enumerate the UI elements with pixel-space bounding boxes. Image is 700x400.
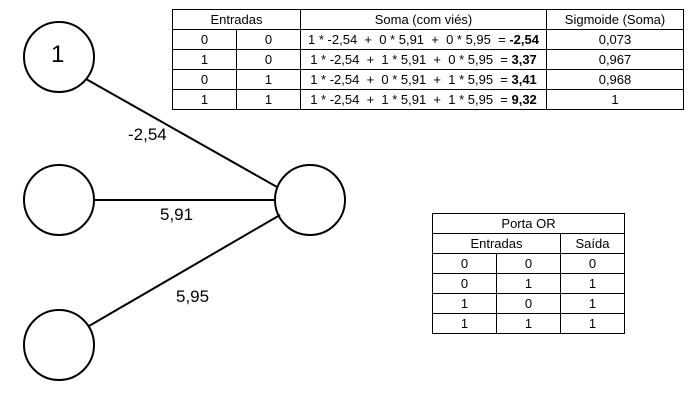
sum-result: 9,32: [511, 92, 537, 107]
bias-neuron: [23, 21, 95, 93]
or-title-row: Porta OR: [432, 213, 625, 234]
table-row: 0 0 1 * -2,54 + 0 * 5,91 + 0 * 5,95 = -2…: [172, 29, 684, 50]
sigmoid-value: 0,073: [546, 29, 684, 50]
bias-value-label: 1: [51, 41, 65, 68]
input-x1: 1: [172, 49, 237, 70]
or-output: 0: [560, 253, 625, 274]
or-table-row: 1 1 1: [432, 313, 625, 334]
or-output: 1: [560, 273, 625, 294]
input-x1: 0: [172, 29, 237, 50]
edge-input2-output: [88, 214, 281, 327]
sum-expression: 1 * -2,54 + 0 * 5,91 + 0 * 5,95 =: [308, 32, 510, 47]
sum-cell: 1 * -2,54 + 0 * 5,91 + 0 * 5,95 = -2,54: [300, 29, 547, 50]
or-input-a: 1: [432, 313, 497, 334]
input-x2: 0: [236, 49, 301, 70]
input-x2: 1: [236, 89, 301, 110]
weight-label-bias: -2,54: [128, 125, 167, 144]
sum-cell: 1 * -2,54 + 1 * 5,91 + 0 * 5,95 = 3,37: [300, 49, 547, 70]
or-output: 1: [560, 293, 625, 314]
sigmoid-value: 1: [546, 89, 684, 110]
sum-expression: 1 * -2,54 + 1 * 5,91 + 0 * 5,95 =: [310, 52, 512, 67]
input-x2: 1: [236, 69, 301, 90]
or-header-row: Entradas Saída: [432, 233, 625, 254]
weight-label-input2: 5,95: [176, 287, 210, 306]
weight-label-input1: 5,91: [160, 205, 194, 224]
header-entradas: Entradas: [172, 9, 301, 30]
sigmoid-value: 0,967: [546, 49, 684, 70]
sum-expression: 1 * -2,54 + 1 * 5,91 + 1 * 5,95 =: [310, 92, 512, 107]
edge-bias-output: [85, 78, 278, 188]
or-output: 1: [560, 313, 625, 334]
output-neuron: [274, 164, 346, 236]
or-table-row: 0 0 0: [432, 253, 625, 274]
sigmoid-value: 0,968: [546, 69, 684, 90]
or-input-a: 1: [432, 293, 497, 314]
sum-result: 3,41: [511, 72, 537, 87]
sum-cell: 1 * -2,54 + 1 * 5,91 + 1 * 5,95 = 9,32: [300, 89, 547, 110]
or-input-b: 1: [496, 273, 561, 294]
table-row: 1 0 1 * -2,54 + 1 * 5,91 + 0 * 5,95 = 3,…: [172, 49, 684, 70]
sum-result: -2,54: [509, 32, 539, 47]
table-row: 0 1 1 * -2,54 + 0 * 5,91 + 1 * 5,95 = 3,…: [172, 69, 684, 90]
input-x2: 0: [236, 29, 301, 50]
header-soma: Soma (com viés): [300, 9, 547, 30]
or-header-saida: Saída: [560, 233, 625, 254]
or-input-b: 0: [496, 293, 561, 314]
input-x1: 1: [172, 89, 237, 110]
or-gate-table: Porta OR Entradas Saída 0 0 0 0 1 1 1 0 …: [432, 213, 625, 334]
or-input-b: 0: [496, 253, 561, 274]
or-input-a: 0: [432, 253, 497, 274]
or-input-b: 1: [496, 313, 561, 334]
sum-sigmoid-table: Entradas Soma (com viés) Sigmoide (Soma)…: [172, 9, 684, 110]
sum-cell: 1 * -2,54 + 0 * 5,91 + 1 * 5,95 = 3,41: [300, 69, 547, 90]
or-header-entradas: Entradas: [432, 233, 561, 254]
or-input-a: 0: [432, 273, 497, 294]
sum-result: 3,37: [511, 52, 537, 67]
table-header-row: Entradas Soma (com viés) Sigmoide (Soma): [172, 9, 684, 30]
input-x1: 0: [172, 69, 237, 90]
table-row: 1 1 1 * -2,54 + 1 * 5,91 + 1 * 5,95 = 9,…: [172, 89, 684, 110]
header-sigmoide: Sigmoide (Soma): [546, 9, 684, 30]
input-neuron-1: [23, 164, 95, 236]
or-table-row: 0 1 1: [432, 273, 625, 294]
sum-expression: 1 * -2,54 + 0 * 5,91 + 1 * 5,95 =: [310, 72, 512, 87]
or-table-title: Porta OR: [432, 213, 625, 234]
input-neuron-2: [23, 309, 95, 381]
or-table-row: 1 0 1: [432, 293, 625, 314]
